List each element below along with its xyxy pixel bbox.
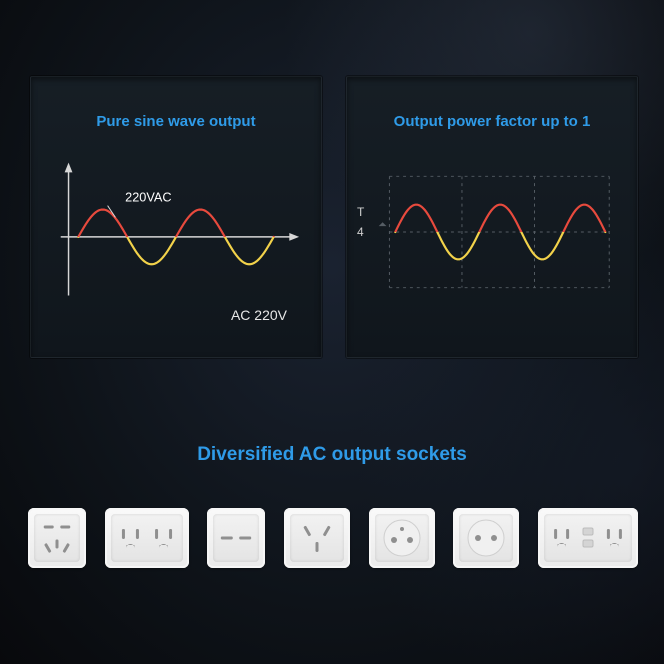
section-title: Diversified AC output sockets [0,444,664,466]
svg-text:220VAC: 220VAC [125,191,171,205]
socket-us-double [105,508,189,568]
panel1-caption: AC 220V [231,307,287,323]
socket-us-gfci-double [538,508,638,568]
socket-two-slot [207,508,265,568]
socket-eu-schuko [453,508,519,568]
panel-sine-wave: Pure sine wave output 220VAC AC 220V [30,76,322,358]
socket-row [28,508,638,568]
panel1-title: Pure sine wave output [31,113,321,130]
socket-eu-french [369,508,435,568]
sine-wave-graph: 220VAC [49,157,303,307]
panel2-four-label: 4 [357,225,364,239]
socket-cn-5pin [28,508,86,568]
socket-au [284,508,350,568]
panel-power-factor: Output power factor up to 1 T 4 [346,76,638,358]
panel2-title: Output power factor up to 1 [347,113,637,130]
power-factor-graph [365,157,619,307]
panel2-t-label: T [357,205,364,219]
